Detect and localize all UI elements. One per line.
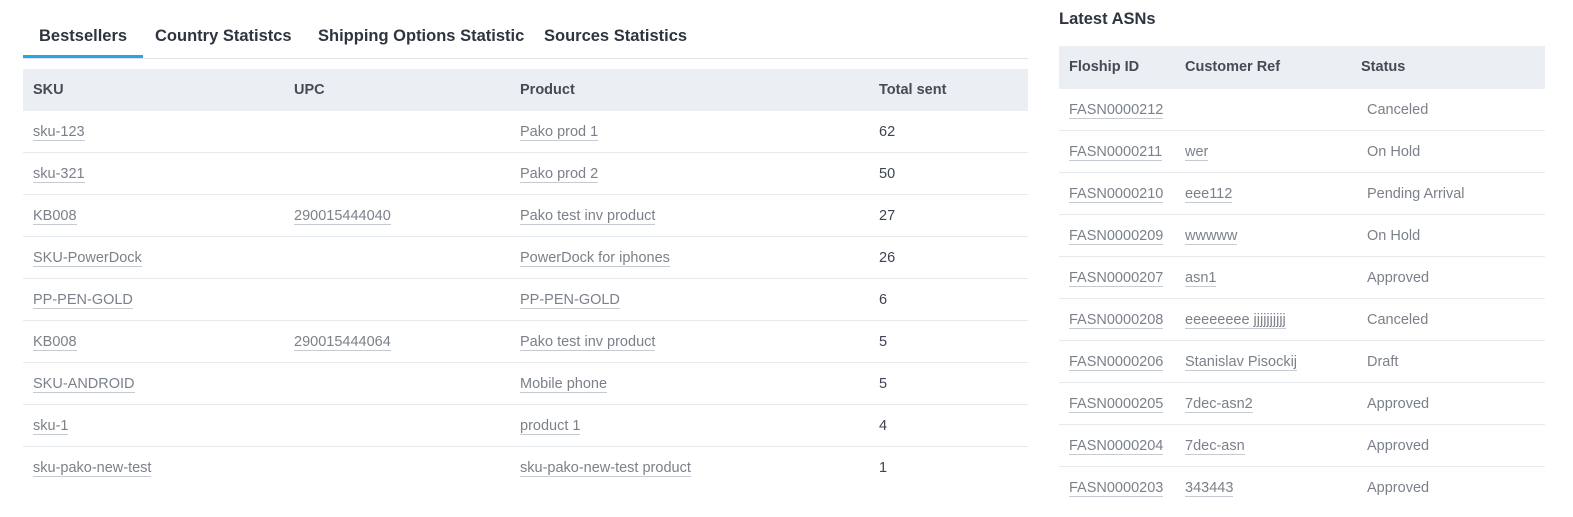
- sku-link[interactable]: PP-PEN-GOLD: [33, 292, 133, 309]
- stats-tab-bar: Bestsellers Country Statistcs Shipping O…: [22, 0, 1028, 59]
- total-sent-value: 27: [879, 208, 896, 224]
- table-row: SKU-ANDROID Mobile phone 5: [23, 363, 1028, 405]
- tab-sources-statistics[interactable]: Sources Statistics: [544, 27, 688, 45]
- table-row: KB008 290015444064 Pako test inv product…: [23, 321, 1028, 363]
- customer-ref-link[interactable]: Stanislav Pisockij: [1185, 354, 1298, 371]
- floship-id-link[interactable]: FASN0000206: [1069, 354, 1164, 371]
- bestsellers-table-body: sku-123 Pako prod 1 62 sku-321 Pako prod…: [23, 111, 1028, 489]
- asns-table-body: FASN0000212 Canceled FASN0000211 wer On …: [1059, 89, 1545, 509]
- table-row: sku-1 product 1 4: [23, 405, 1028, 447]
- column-header-sku: SKU: [33, 82, 64, 98]
- product-link[interactable]: product 1: [520, 418, 581, 435]
- customer-ref-link[interactable]: eee112: [1185, 186, 1233, 203]
- floship-id-link[interactable]: FASN0000210: [1069, 186, 1164, 203]
- floship-id-link[interactable]: FASN0000207: [1069, 270, 1164, 287]
- tab-shipping-options-statistic[interactable]: Shipping Options Statistic: [318, 27, 525, 45]
- product-link[interactable]: PP-PEN-GOLD: [520, 292, 620, 309]
- sku-link[interactable]: SKU-ANDROID: [33, 376, 135, 393]
- table-row: FASN0000203 343443 Approved: [1059, 467, 1545, 509]
- table-row: FASN0000204 7dec-asn Approved: [1059, 425, 1545, 467]
- table-row: SKU-PowerDock PowerDock for iphones 26: [23, 237, 1028, 279]
- status-text: Canceled: [1367, 102, 1429, 118]
- upc-link[interactable]: 290015444040: [294, 208, 391, 225]
- customer-ref-link[interactable]: 7dec-asn: [1185, 438, 1245, 455]
- floship-id-link[interactable]: FASN0000203: [1069, 480, 1164, 497]
- floship-id-link[interactable]: FASN0000205: [1069, 396, 1164, 413]
- upc-link[interactable]: 290015444064: [294, 334, 391, 351]
- floship-id-link[interactable]: FASN0000208: [1069, 312, 1164, 329]
- table-row: FASN0000209 wwwww On Hold: [1059, 215, 1545, 257]
- total-sent-value: 5: [879, 334, 888, 350]
- total-sent-value: 50: [879, 166, 896, 182]
- sku-link[interactable]: sku-321: [33, 166, 85, 183]
- status-text: Approved: [1367, 396, 1430, 412]
- column-header-product: Product: [520, 82, 575, 98]
- sku-link[interactable]: SKU-PowerDock: [33, 250, 142, 267]
- asns-table-header: Floship ID Customer Ref Status: [1059, 46, 1545, 89]
- product-link[interactable]: Pako test inv product: [520, 334, 656, 351]
- floship-id-link[interactable]: FASN0000212: [1069, 102, 1164, 119]
- product-link[interactable]: Pako test inv product: [520, 208, 656, 225]
- floship-id-link[interactable]: FASN0000209: [1069, 228, 1164, 245]
- table-row: PP-PEN-GOLD PP-PEN-GOLD 6: [23, 279, 1028, 321]
- status-text: Approved: [1367, 480, 1430, 496]
- total-sent-value: 4: [879, 418, 888, 434]
- table-row: FASN0000210 eee112 Pending Arrival: [1059, 173, 1545, 215]
- table-row: FASN0000207 asn1 Approved: [1059, 257, 1545, 299]
- status-text: Pending Arrival: [1367, 186, 1465, 202]
- table-row: FASN0000206 Stanislav Pisockij Draft: [1059, 341, 1545, 383]
- table-row: FASN0000205 7dec-asn2 Approved: [1059, 383, 1545, 425]
- bestsellers-table-header: SKU UPC Product Total sent: [23, 69, 1028, 111]
- table-row: KB008 290015444040 Pako test inv product…: [23, 195, 1028, 237]
- table-row: FASN0000211 wer On Hold: [1059, 131, 1545, 173]
- latest-asns-title: Latest ASNs: [1059, 10, 1156, 28]
- status-text: On Hold: [1367, 228, 1421, 244]
- column-header-upc: UPC: [294, 82, 325, 98]
- status-text: Approved: [1367, 270, 1430, 286]
- status-text: Canceled: [1367, 312, 1429, 328]
- customer-ref-link[interactable]: wer: [1185, 144, 1209, 161]
- product-link[interactable]: Pako prod 1: [520, 124, 599, 141]
- total-sent-value: 6: [879, 292, 888, 308]
- sku-link[interactable]: KB008: [33, 208, 77, 225]
- status-text: On Hold: [1367, 144, 1421, 160]
- customer-ref-link[interactable]: 7dec-asn2: [1185, 396, 1253, 413]
- status-text: Draft: [1367, 354, 1399, 370]
- floship-id-link[interactable]: FASN0000211: [1069, 144, 1163, 161]
- product-link[interactable]: Pako prod 2: [520, 166, 599, 183]
- product-link[interactable]: sku-pako-new-test product: [520, 460, 691, 477]
- column-header-customer-ref: Customer Ref: [1185, 59, 1281, 75]
- customer-ref-link[interactable]: eeeeeeee jjjjjjjjjj: [1185, 312, 1286, 329]
- table-row: sku-123 Pako prod 1 62: [23, 111, 1028, 153]
- customer-ref-link[interactable]: 343443: [1185, 480, 1234, 497]
- bestsellers-panel: Bestsellers Country Statistcs Shipping O…: [22, 0, 1028, 489]
- total-sent-value: 5: [879, 376, 888, 392]
- table-row: sku-321 Pako prod 2 50: [23, 153, 1028, 195]
- sku-link[interactable]: sku-pako-new-test: [33, 460, 152, 477]
- total-sent-value: 1: [879, 460, 888, 476]
- sku-link[interactable]: sku-123: [33, 124, 85, 141]
- tab-country-statistics[interactable]: Country Statistcs: [155, 27, 292, 45]
- table-row: sku-pako-new-test sku-pako-new-test prod…: [23, 447, 1028, 489]
- product-link[interactable]: Mobile phone: [520, 376, 608, 393]
- column-header-total-sent: Total sent: [879, 82, 947, 98]
- total-sent-value: 26: [879, 250, 896, 266]
- table-row: FASN0000212 Canceled: [1059, 89, 1545, 131]
- product-link[interactable]: PowerDock for iphones: [520, 250, 670, 267]
- status-text: Approved: [1367, 438, 1430, 454]
- column-header-status: Status: [1361, 59, 1406, 75]
- floship-id-link[interactable]: FASN0000204: [1069, 438, 1164, 455]
- sku-link[interactable]: KB008: [33, 334, 77, 351]
- sku-link[interactable]: sku-1: [33, 418, 69, 435]
- column-header-floship-id: Floship ID: [1069, 59, 1140, 75]
- tab-bestsellers[interactable]: Bestsellers: [22, 27, 144, 58]
- customer-ref-link[interactable]: asn1: [1185, 270, 1217, 287]
- customer-ref-link[interactable]: wwwww: [1185, 228, 1238, 245]
- total-sent-value: 62: [879, 124, 896, 140]
- table-row: FASN0000208 eeeeeeee jjjjjjjjjj Canceled: [1059, 299, 1545, 341]
